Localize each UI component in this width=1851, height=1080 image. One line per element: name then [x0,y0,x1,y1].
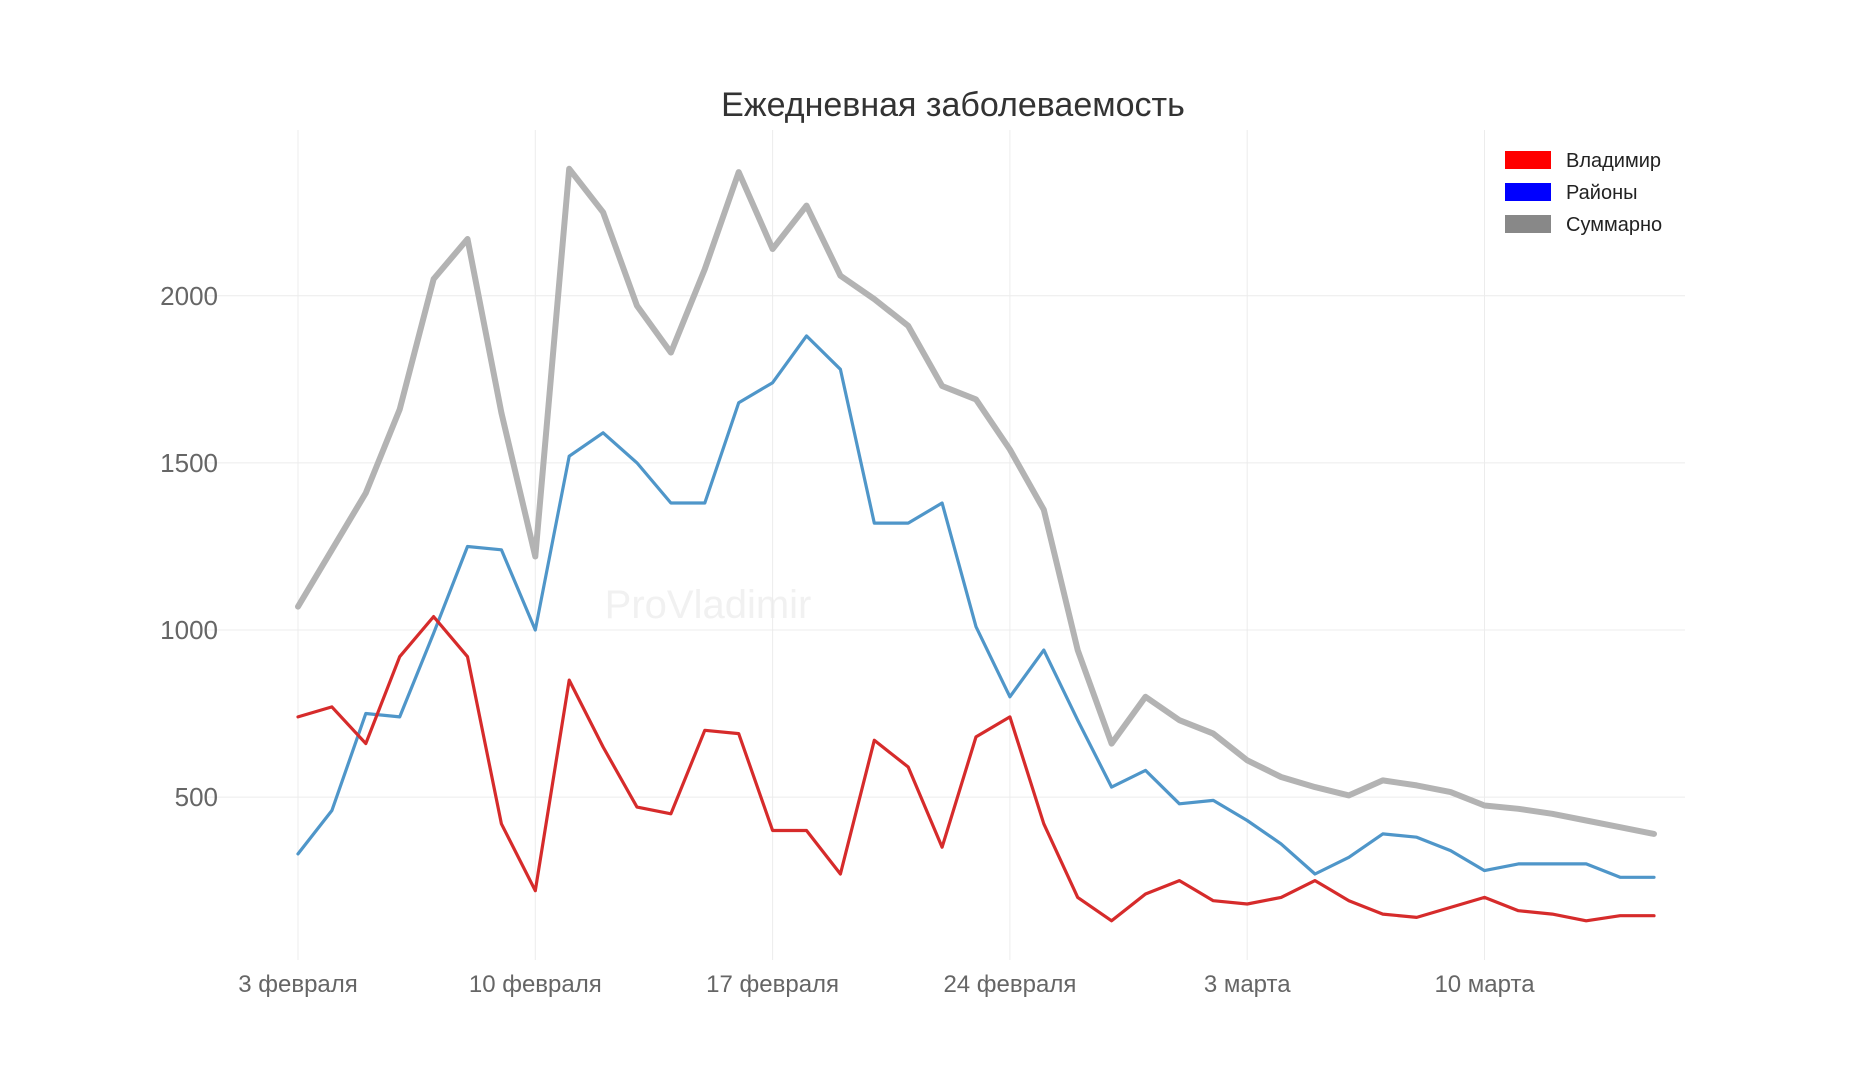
legend-label-0: Суммарно [1566,214,1662,236]
chart-title: Ежедневная заболеваемость [721,86,1185,124]
series-line-1 [296,334,1656,879]
x-tick-label: 10 февраля [469,971,602,998]
legend-swatch-2 [1505,151,1551,169]
y-tick-label: 2000 [160,281,218,311]
x-axis-ticks: 3 февраля 10 февраля 17 февраля 24 февраля 3… [238,971,1535,998]
legend: Владимир Районы Суммарно [1505,150,1662,236]
y-axis-ticks: 500 1000 1500 2000 [160,281,218,812]
x-tick-label: 17 февраля [706,971,839,998]
watermark-text: ProVladimir [605,583,812,627]
series-line-2 [296,614,1656,923]
series-line-0 [295,165,1657,837]
x-tick-label: 3 февраля [238,971,358,998]
y-tick-label: 1500 [160,448,218,478]
legend-label-2: Владимир [1566,150,1661,172]
x-tick-label: 24 февраля [943,971,1076,998]
lines-layer [295,165,1657,923]
x-tick-label: 3 марта [1204,971,1291,998]
legend-swatch-1 [1505,183,1551,201]
x-tick-label: 10 марта [1434,971,1535,998]
legend-label-1: Районы [1566,182,1638,204]
y-tick-label: 500 [175,782,218,812]
legend-swatch-0 [1505,215,1551,233]
y-tick-label: 1000 [160,615,218,645]
